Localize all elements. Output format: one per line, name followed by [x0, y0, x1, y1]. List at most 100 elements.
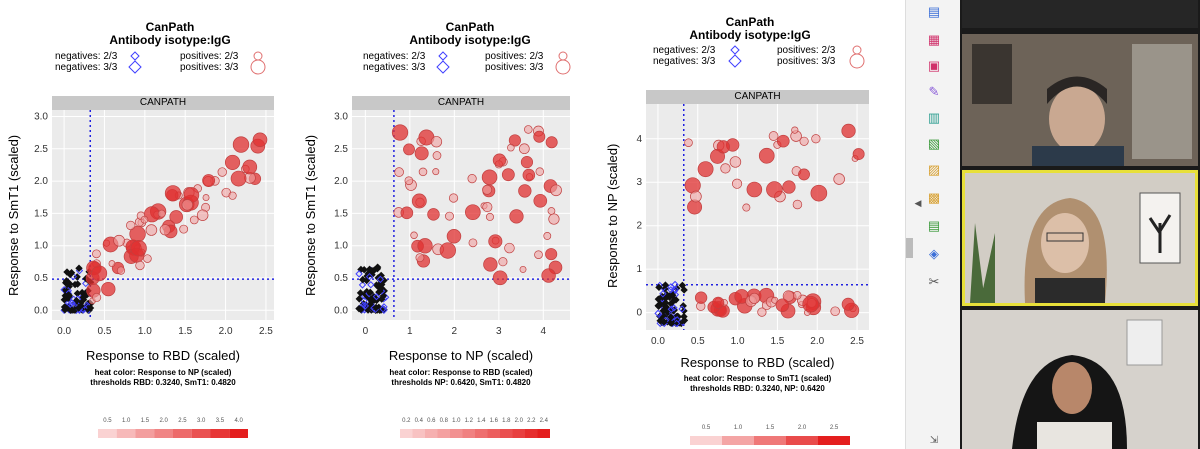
positive-point [400, 206, 414, 220]
heat-note: heat color: Response to NP (scaled) [94, 368, 232, 377]
protect-icon[interactable]: ◈ [929, 246, 939, 261]
negative-point [356, 289, 365, 297]
positive-point [508, 134, 521, 147]
positive-point [519, 143, 530, 155]
heat-key-label: 2.5 [830, 425, 839, 431]
x-tick-label: 3 [496, 326, 502, 337]
threshold-note: thresholds RBD: 0.3240, SmT1: 0.4820 [90, 378, 236, 387]
video-call-panel [960, 0, 1200, 449]
negative-point [363, 292, 371, 300]
positive-point [507, 143, 515, 152]
positive-point [799, 136, 809, 146]
positive-point [126, 220, 136, 231]
positive-point [202, 194, 210, 202]
positive-point [415, 253, 425, 263]
video-tile-participant-2-active[interactable] [962, 170, 1198, 306]
positive-point [403, 143, 415, 156]
negative-point [361, 302, 370, 310]
negative-point [358, 281, 367, 289]
positive-point [543, 232, 552, 240]
compress-icon[interactable]: ▥ [927, 110, 941, 125]
expand-icon[interactable]: ⇲ [929, 435, 939, 446]
positive-point [404, 176, 414, 186]
x-axis-label: Response to RBD (scaled) [86, 348, 240, 363]
comment-icon[interactable]: ▩ [927, 190, 941, 205]
negative-point [83, 301, 91, 310]
heat-key-cell [537, 429, 550, 438]
x-tick-label: 4 [541, 326, 547, 337]
heat-key-label: 1.8 [502, 418, 511, 424]
heat-key-cell [500, 429, 513, 438]
video-tile-blank [962, 0, 1198, 28]
collapse-chevron-icon[interactable]: ◀ [914, 198, 922, 208]
legend-positive-symbol [558, 51, 568, 61]
heat-key-label: 1.5 [141, 418, 150, 424]
negative-point [654, 309, 662, 318]
negative-point [680, 312, 688, 321]
positive-point [684, 177, 701, 194]
x-tick-label: 0.0 [57, 326, 71, 337]
positive-point [417, 238, 433, 254]
heat-key-cell [173, 429, 192, 438]
heat-key-cell [154, 429, 173, 438]
scrollbar-thumb[interactable] [906, 238, 913, 258]
negative-point [372, 303, 380, 312]
positive-point [432, 151, 442, 160]
heat-key-label: 0.2 [402, 418, 411, 424]
video-tile-participant-3[interactable] [962, 310, 1198, 449]
plot-canvas: 0.0 0.5 1.0 1.5 2.0 2.5 0 1 2 3 4 0.5 1.0 1.5 2.0 2.5 [636, 45, 869, 445]
negative-point [659, 290, 667, 298]
y-tick-label: 1.0 [334, 241, 348, 252]
more-tools-icon[interactable]: ✂ [928, 274, 940, 289]
positive-point [143, 254, 152, 263]
print-production-icon[interactable]: ▤ [927, 218, 941, 233]
y-axis-label: Response to SmT1 (scaled) [303, 134, 318, 296]
negative-point [671, 280, 679, 289]
y-tick-label: 2 [636, 221, 642, 232]
negative-point [376, 275, 385, 284]
y-tick-label: 0 [636, 308, 642, 319]
video-tile-participant-1[interactable] [962, 34, 1198, 166]
legend-neg-1: negatives: 2/3 [363, 51, 426, 62]
positive-point [446, 229, 462, 244]
positive-point [465, 204, 481, 220]
positive-point [157, 209, 166, 218]
positive-point [91, 265, 108, 282]
heat-key-cell [722, 436, 754, 445]
negative-point [86, 304, 95, 312]
combine-files-icon[interactable]: ▧ [927, 136, 941, 151]
positive-point [140, 215, 149, 224]
positive-point [159, 224, 171, 236]
legend-positive-symbol [852, 45, 862, 55]
negative-point [661, 281, 670, 289]
legend-neg-2: negatives: 3/3 [363, 62, 426, 73]
positive-point [492, 270, 508, 286]
negative-point [367, 281, 375, 289]
x-tick-label: 0.5 [691, 336, 705, 347]
heat-key-cell [754, 436, 786, 445]
export-pdf-icon[interactable]: ▤ [927, 4, 941, 19]
negative-point [60, 303, 69, 311]
fill-sign-icon[interactable]: ✎ [928, 84, 940, 99]
heat-key-cell [818, 436, 850, 445]
negative-point [75, 264, 83, 272]
legend-neg-2: negatives: 3/3 [653, 56, 716, 67]
organize-pages-icon[interactable]: ▦ [927, 32, 941, 47]
x-tick-label: 2.5 [850, 336, 864, 347]
positive-point [535, 167, 544, 176]
scan-ocr-icon[interactable]: ▨ [927, 162, 941, 177]
positive-point [522, 168, 536, 182]
legend-pos-1: positives: 2/3 [180, 51, 239, 62]
y-tick-label: 4 [636, 134, 642, 145]
positive-point [482, 184, 493, 195]
negative-point [368, 266, 376, 275]
x-axis-label: Response to RBD (scaled) [680, 355, 835, 370]
x-tick-label: 1 [407, 326, 413, 337]
y-tick-label: 0.5 [34, 273, 48, 284]
legend-neg-2: negatives: 3/3 [55, 62, 118, 73]
legend-negative-symbol [438, 51, 448, 61]
negative-point [377, 280, 386, 289]
edit-pdf-icon[interactable]: ▣ [927, 58, 941, 73]
negative-point [66, 300, 74, 308]
negative-point [71, 280, 79, 289]
